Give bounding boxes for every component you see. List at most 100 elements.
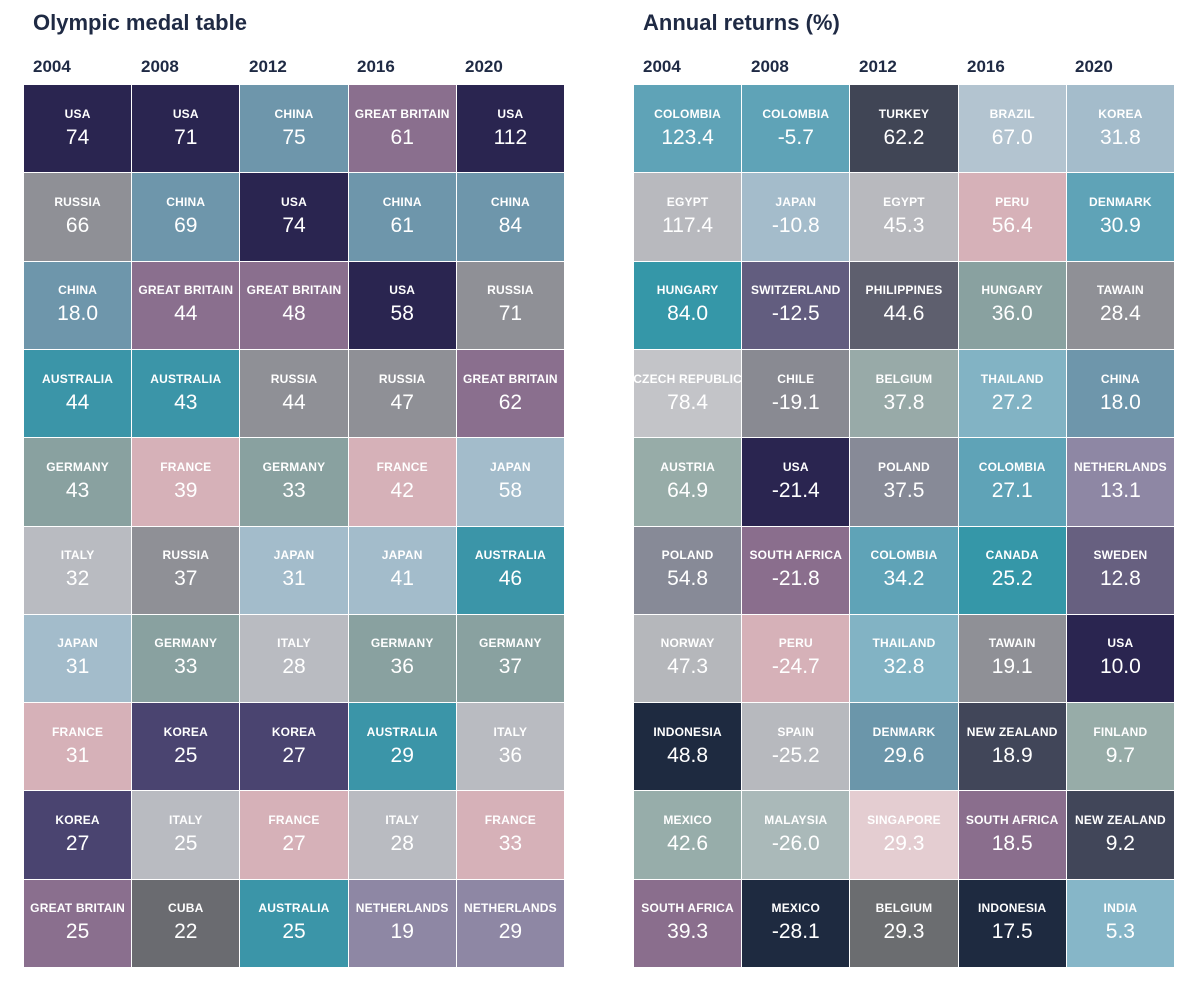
- heatmap-cell: PHILIPPINES 44.6: [850, 261, 958, 349]
- heatmap-cell: GREAT BRITAIN 48: [240, 261, 348, 349]
- heatmap-cell: USA -21.4: [742, 438, 850, 526]
- heatmap-cell: GERMANY 43: [24, 438, 132, 526]
- heatmap-cell: DENMARK 30.9: [1066, 173, 1174, 261]
- heatmap-cell: ITALY 36: [456, 703, 564, 791]
- cell-value: 84.0: [667, 302, 709, 326]
- year-label: 2008: [141, 57, 179, 76]
- heatmap-cell: THAILAND 27.2: [958, 349, 1066, 438]
- cell-country-label: USA: [172, 106, 199, 121]
- heatmap-cell: SPAIN -25.2: [742, 703, 850, 791]
- heatmap-cell: TAWAIN 28.4: [1066, 261, 1174, 349]
- heatmap-cell: PERU -24.7: [742, 614, 850, 703]
- cell-value: 30.9: [1099, 213, 1141, 237]
- heatmap-cell: HUNGARY 36.0: [958, 261, 1066, 349]
- cell-value: 13.1: [1099, 478, 1141, 502]
- heatmap-cell: CHILE -19.1: [742, 349, 850, 438]
- heatmap-cell: CHINA 18.0: [24, 261, 132, 349]
- cell-value: 25: [65, 920, 90, 944]
- cell-value: 34.2: [883, 567, 925, 591]
- cell-value: 27.2: [991, 390, 1033, 414]
- cell-value: 39: [174, 478, 198, 502]
- heatmap-cell: ITALY 28: [240, 614, 348, 703]
- heatmap-cell: NEW ZEALAND 9.2: [1066, 791, 1174, 879]
- cell-country-label: CHINA: [58, 283, 98, 298]
- cell-value: -21.8: [771, 567, 820, 591]
- cell-country-label: RUSSIA: [162, 548, 210, 563]
- heatmap-cell: MEXICO 42.6: [634, 791, 742, 879]
- heatmap-cell: POLAND 54.8: [634, 526, 742, 614]
- cell-country-label: USA: [389, 283, 416, 298]
- cell-country-label: USA: [497, 106, 524, 121]
- cell-country-label: USA: [281, 194, 307, 209]
- heatmap-cell: RUSSIA 44: [240, 349, 348, 438]
- cell-value: 74: [65, 125, 90, 149]
- cell-country-label: BELGIUM: [875, 901, 933, 916]
- cell-country-label: CUBA: [168, 901, 204, 916]
- cell-country-label: BRAZIL: [989, 106, 1035, 121]
- cell-country-label: NETHERLANDS: [1073, 459, 1167, 474]
- cell-country-label: JAPAN: [489, 459, 531, 474]
- cell-value: 37.8: [883, 390, 925, 414]
- cell-value: 18.9: [991, 743, 1033, 767]
- cell-country-label: ITALY: [168, 813, 203, 828]
- cell-country-label: JAPAN: [57, 636, 98, 651]
- heatmap-cell: CHINA 69: [132, 173, 240, 261]
- cell-country-label: MEXICO: [771, 901, 821, 916]
- cell-value: 36: [390, 655, 414, 679]
- cell-value: 71: [174, 125, 198, 149]
- cell-value: 47: [390, 390, 414, 414]
- cell-value: 17.5: [991, 920, 1033, 944]
- cell-value: 29.3: [883, 832, 925, 856]
- cell-country-label: TAWAIN: [1096, 283, 1144, 298]
- cell-value: 31: [65, 743, 90, 767]
- heatmap-cell: CANADA 25.2: [958, 526, 1066, 614]
- cell-country-label: CHILE: [777, 371, 815, 386]
- cell-country-label: RUSSIA: [270, 371, 318, 386]
- heatmap-cell: GREAT BRITAIN 25: [24, 879, 132, 967]
- heatmap-cell: INDONESIA 17.5: [958, 879, 1066, 967]
- cell-country-label: TURKEY: [878, 106, 930, 121]
- cell-value: 66: [65, 213, 90, 237]
- cell-value: 46: [498, 567, 523, 591]
- heatmap-cell: KOREA 31.8: [1066, 85, 1174, 173]
- cell-country-label: JAPAN: [775, 194, 817, 209]
- heatmap-cell: CHINA 61: [348, 173, 456, 261]
- cell-value: 9.7: [1105, 743, 1135, 767]
- cell-value: 5.3: [1105, 920, 1135, 944]
- heatmap-cell: KOREA 25: [132, 703, 240, 791]
- cell-value: 44: [174, 302, 198, 326]
- year-label: 2016: [967, 57, 1005, 76]
- cell-country-label: GERMANY: [479, 636, 542, 651]
- cell-value: 62: [498, 390, 523, 414]
- cell-country-label: KOREA: [163, 724, 208, 739]
- year-header-row: 2004 2008 2012 2016 2020: [24, 57, 564, 81]
- heatmap-cell: MALAYSIA -26.0: [742, 791, 850, 879]
- cell-value: 45.3: [883, 213, 925, 237]
- cell-country-label: AUSTRIA: [660, 459, 715, 474]
- cell-value: -28.1: [771, 920, 820, 944]
- cell-country-label: AUSTRALIA: [150, 371, 222, 386]
- cell-value: 48: [282, 302, 306, 326]
- heatmap-cell: USA 10.0: [1066, 614, 1174, 703]
- heatmap-cell: COLOMBIA 27.1: [958, 438, 1066, 526]
- cell-country-label: INDONESIA: [653, 724, 722, 739]
- cell-value: 31.8: [1099, 125, 1141, 149]
- heatmap-cell: FINLAND 9.7: [1066, 703, 1174, 791]
- heatmap-cell: SOUTH AFRICA 39.3: [634, 879, 742, 967]
- cell-country-label: COLOMBIA: [978, 459, 1046, 474]
- year-label: 2016: [357, 57, 395, 76]
- heatmap-cell: USA 74: [240, 173, 348, 261]
- year-label: 2004: [643, 57, 681, 76]
- heatmap-cell: JAPAN 31: [24, 614, 132, 703]
- cell-value: 33: [282, 478, 306, 502]
- cell-country-label: GREAT BRITAIN: [354, 106, 450, 121]
- cell-value: 28: [282, 655, 306, 679]
- heatmap-cell: USA 74: [24, 85, 132, 173]
- cell-country-label: ITALY: [60, 548, 95, 563]
- heatmap-cell: COLOMBIA -5.7: [742, 85, 850, 173]
- cell-country-label: COLOMBIA: [870, 548, 938, 563]
- heatmap-cell: RUSSIA 37: [132, 526, 240, 614]
- heatmap-cell: GERMANY 33: [132, 614, 240, 703]
- cell-country-label: PHILIPPINES: [865, 283, 943, 298]
- cell-country-label: KOREA: [271, 724, 317, 739]
